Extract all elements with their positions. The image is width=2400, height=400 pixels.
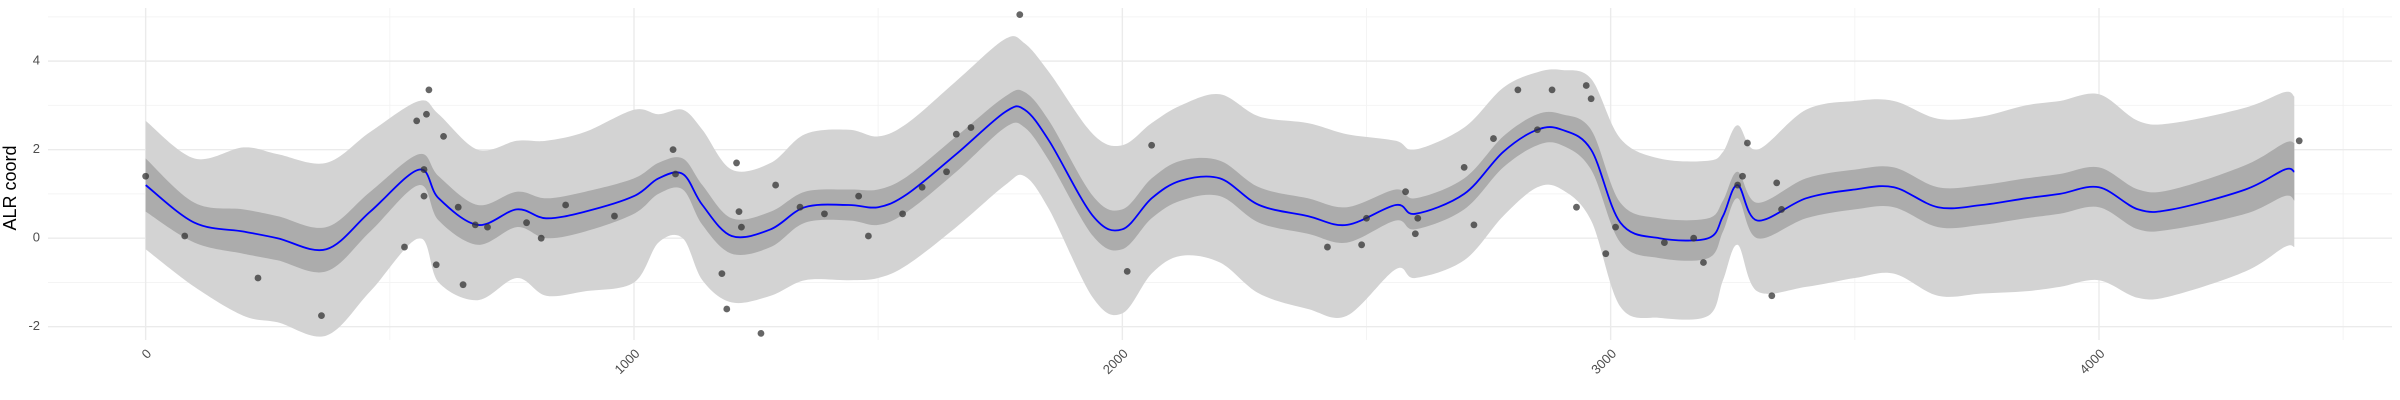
data-point	[523, 219, 530, 227]
y-tick-label: 4	[33, 53, 40, 68]
data-point	[1123, 267, 1131, 275]
data-point	[1402, 188, 1409, 196]
data-point	[865, 232, 872, 240]
data-point	[459, 281, 467, 289]
data-point	[1587, 95, 1595, 103]
data-point	[952, 130, 960, 138]
data-point	[142, 172, 150, 180]
x-tick-label: 1000	[611, 346, 642, 377]
y-axis-title: ALR coord	[0, 145, 20, 230]
data-point	[855, 192, 863, 200]
data-point	[1768, 292, 1776, 300]
data-point	[1773, 179, 1781, 187]
data-point	[1582, 82, 1590, 89]
data-point	[1460, 163, 1468, 171]
data-point	[1514, 86, 1522, 94]
data-point	[918, 183, 926, 191]
confidence-bands	[145, 36, 2295, 337]
data-point	[796, 203, 804, 211]
data-point	[1660, 239, 1668, 247]
data-point	[1490, 135, 1497, 142]
data-point	[1744, 139, 1751, 147]
data-point	[1414, 214, 1422, 222]
data-point	[1548, 86, 1556, 94]
data-point	[943, 168, 950, 176]
data-point	[723, 305, 731, 313]
data-point	[821, 210, 828, 218]
data-point	[1363, 214, 1370, 222]
data-point	[1324, 243, 1331, 251]
data-point	[733, 159, 740, 167]
data-point	[669, 146, 677, 154]
data-point	[1690, 234, 1698, 242]
x-tick-label: 4000	[2076, 346, 2107, 377]
x-tick-label: 2000	[1100, 346, 1131, 377]
data-point	[757, 329, 765, 337]
y-tick-label: 2	[33, 141, 40, 156]
data-point	[1734, 181, 1742, 189]
data-point	[1612, 223, 1619, 231]
data-point	[611, 212, 618, 220]
data-point	[318, 312, 325, 320]
data-point	[1358, 241, 1366, 249]
smooth-lines	[145, 105, 2295, 252]
y-axis-ticks: -2 0 2 4	[28, 53, 40, 334]
data-point	[1148, 141, 1156, 149]
data-point	[425, 86, 433, 94]
data-point	[401, 243, 408, 251]
data-point	[1411, 230, 1419, 238]
data-point	[1470, 221, 1478, 229]
data-point	[420, 192, 428, 200]
data-point	[1602, 250, 1610, 258]
x-tick-label: 0	[139, 346, 155, 362]
data-point	[2295, 137, 2303, 145]
smooth-line	[145, 105, 2295, 252]
data-points	[142, 11, 2303, 337]
data-point	[181, 232, 189, 240]
inner-confidence-band	[145, 89, 2295, 273]
data-point	[432, 261, 440, 269]
x-tick-label: 3000	[1588, 346, 1619, 377]
data-point	[1573, 203, 1580, 211]
data-point	[454, 203, 462, 211]
data-point	[537, 234, 545, 242]
data-point	[413, 117, 421, 125]
data-point	[1016, 11, 1024, 19]
data-point	[672, 170, 679, 178]
data-point	[899, 210, 906, 218]
data-point	[423, 110, 430, 118]
data-point	[420, 166, 428, 173]
data-point	[484, 223, 491, 231]
data-point	[772, 181, 780, 189]
y-tick-label: 0	[33, 230, 40, 245]
data-point	[718, 270, 726, 277]
data-point	[1534, 126, 1541, 134]
y-tick-label: -2	[28, 318, 40, 333]
data-point	[738, 223, 745, 231]
x-axis-ticks: 0 1000 2000 3000 4000	[139, 346, 2108, 377]
data-point	[471, 221, 479, 229]
data-point	[1739, 172, 1746, 180]
data-point	[967, 124, 975, 131]
data-point	[1700, 259, 1707, 266]
data-point	[1778, 206, 1785, 213]
data-point	[735, 208, 743, 216]
data-point	[440, 132, 447, 140]
data-point	[254, 274, 262, 282]
data-point	[562, 201, 570, 209]
